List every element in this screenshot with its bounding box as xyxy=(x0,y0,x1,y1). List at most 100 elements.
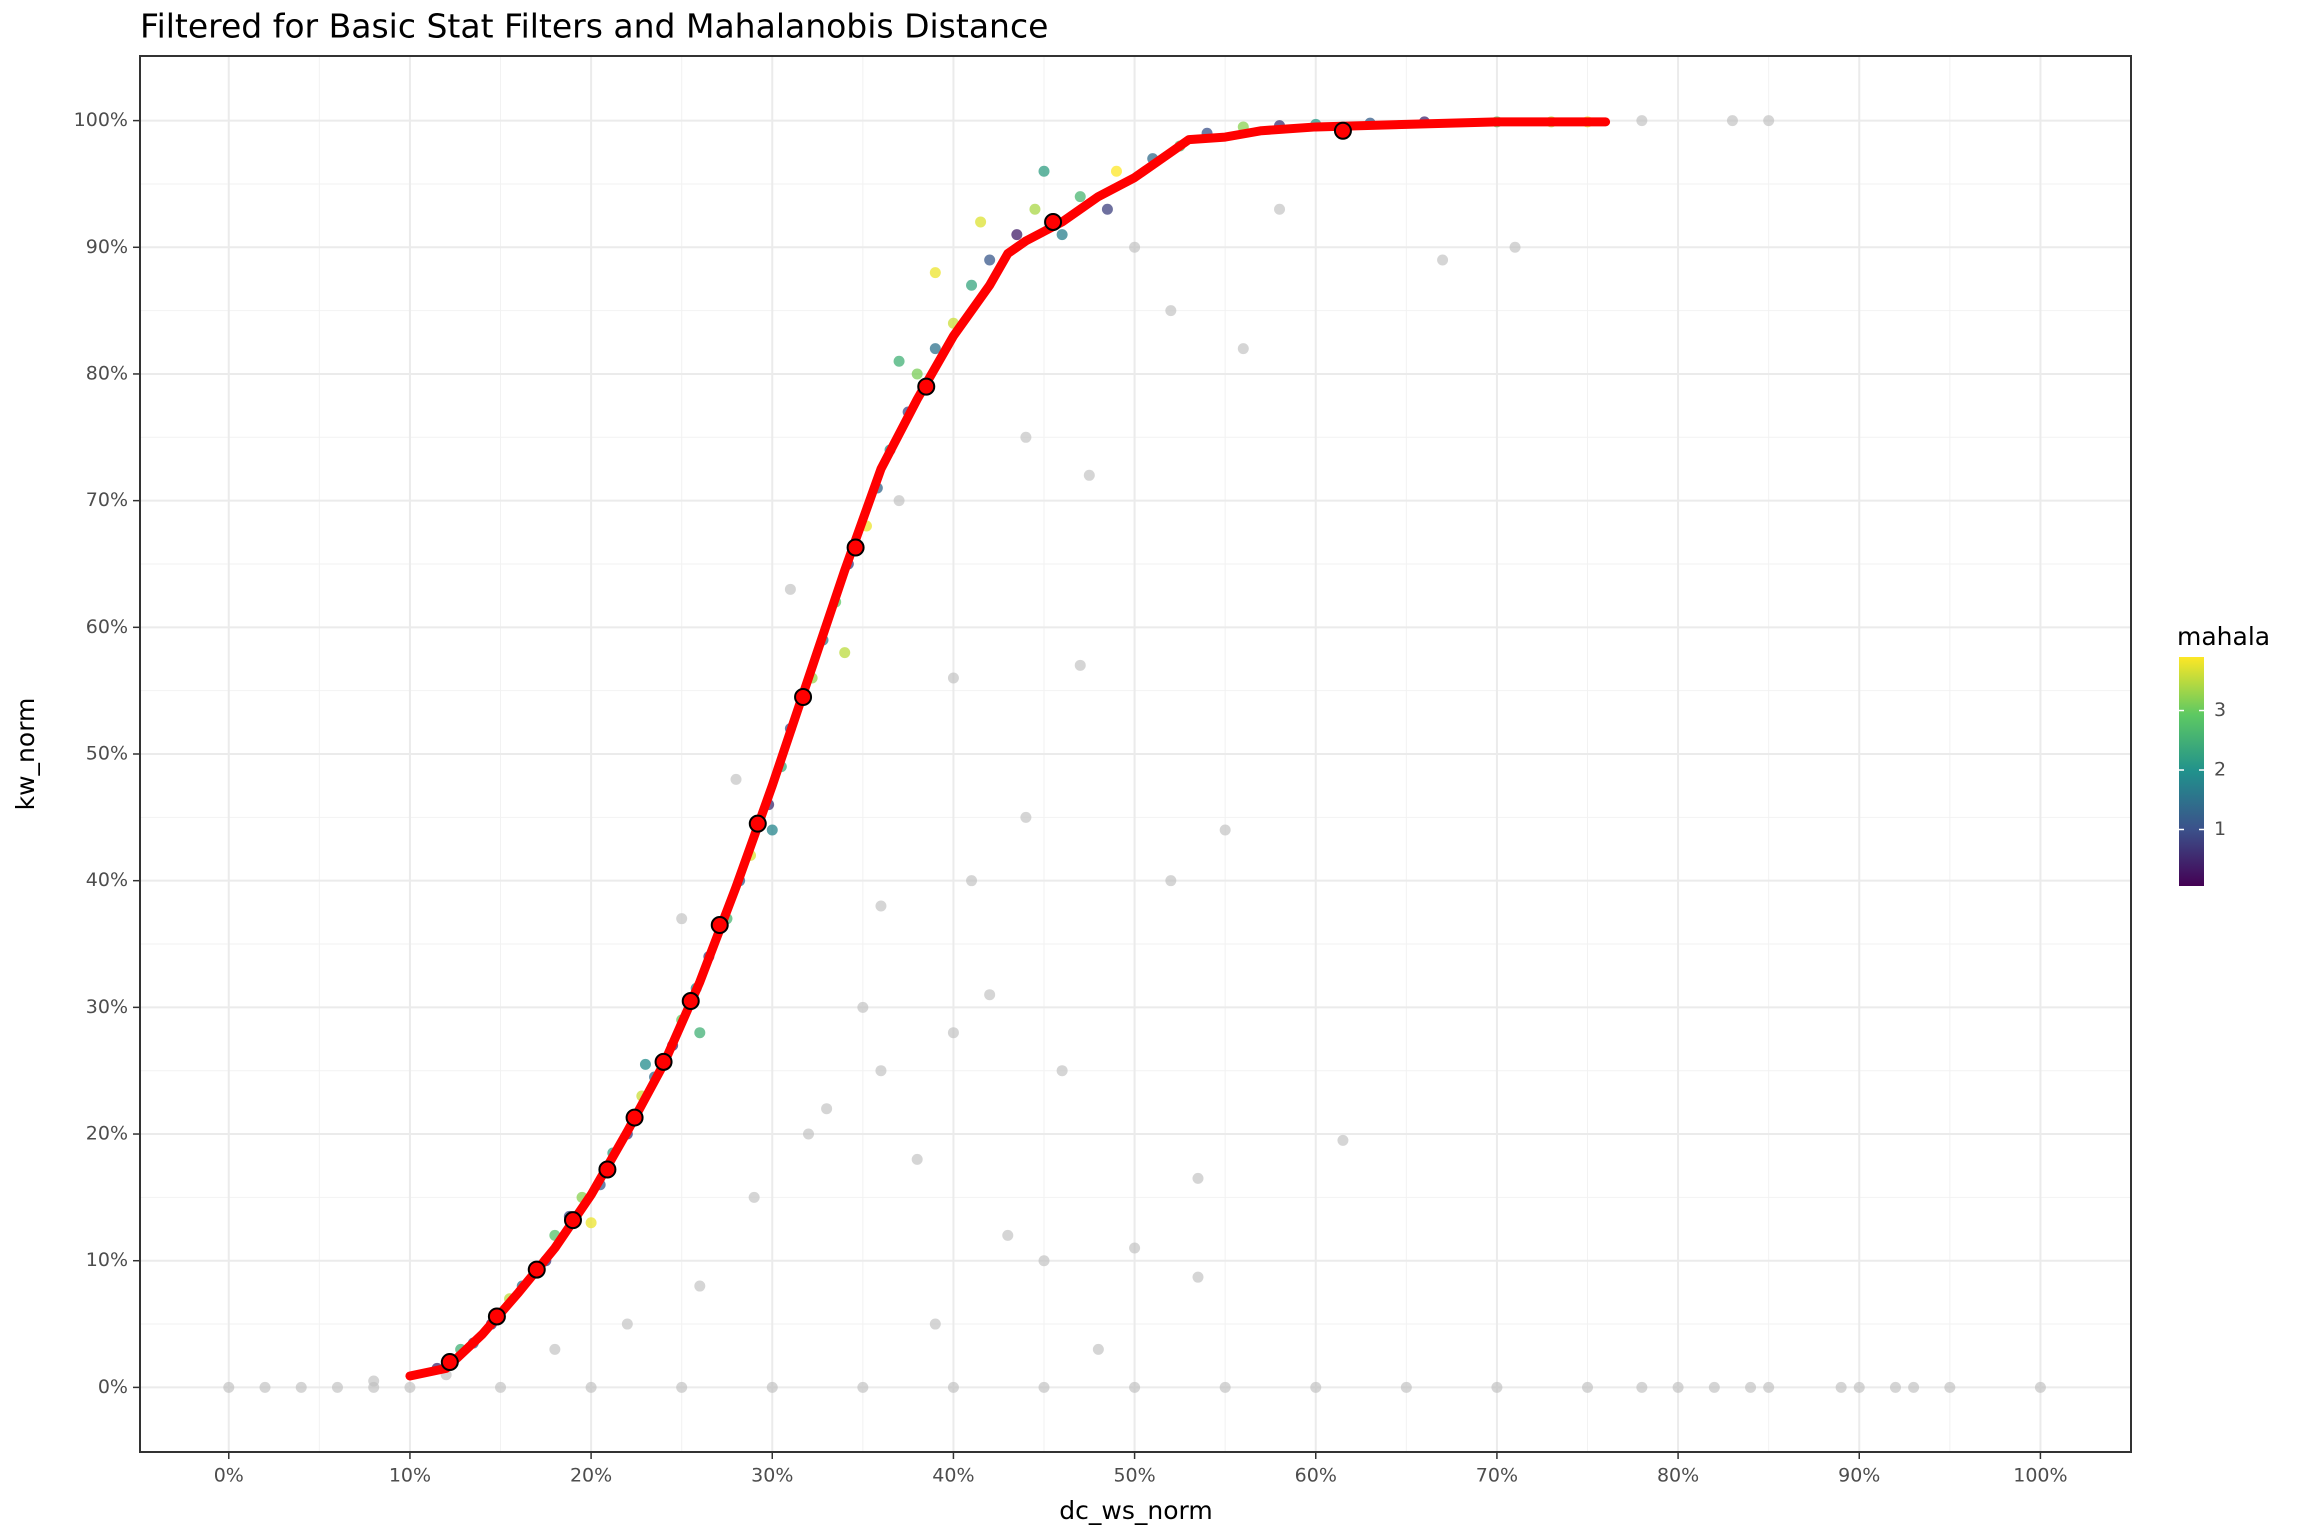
filtered-point xyxy=(368,1375,380,1387)
filtered-point xyxy=(1038,1381,1050,1393)
point xyxy=(1056,229,1068,241)
filtered-point xyxy=(1192,1172,1204,1184)
filtered-point xyxy=(857,1001,869,1013)
filtered-point xyxy=(1582,1381,1594,1393)
filtered-point xyxy=(1745,1381,1757,1393)
filtered-point xyxy=(947,1381,959,1393)
filtered-point xyxy=(1491,1381,1503,1393)
filtered-point xyxy=(802,1128,814,1140)
y-tick-label: 10% xyxy=(86,1249,128,1271)
filtered-point xyxy=(295,1381,307,1393)
y-axis-title: kw_norm xyxy=(11,698,40,811)
filtered-point xyxy=(875,1065,887,1077)
point xyxy=(911,368,923,380)
point xyxy=(694,1027,706,1039)
filtered-point xyxy=(857,1381,869,1393)
binned-point xyxy=(794,687,813,706)
filtered-point xyxy=(1944,1381,1956,1393)
panel-border xyxy=(139,55,2132,1453)
point xyxy=(1038,165,1050,177)
filtered-point xyxy=(821,1103,833,1115)
filtered-point xyxy=(1310,1381,1322,1393)
filtered-point xyxy=(748,1191,760,1203)
y-tick-label: 20% xyxy=(86,1123,128,1145)
x-tick-label: 10% xyxy=(389,1465,431,1487)
filtered-point xyxy=(730,773,742,785)
point xyxy=(984,254,996,266)
filtered-point xyxy=(1165,305,1177,317)
filtered-point xyxy=(1853,1381,1865,1393)
binned-point xyxy=(563,1211,582,1230)
point xyxy=(766,824,778,836)
filtered-point xyxy=(1437,254,1449,266)
point xyxy=(929,267,941,279)
binned-point xyxy=(1333,121,1352,140)
filtered-point xyxy=(1337,1134,1349,1146)
filtered-point xyxy=(1165,875,1177,887)
y-tick-label: 100% xyxy=(74,109,128,131)
filtered-point xyxy=(1636,1381,1648,1393)
filtered-point xyxy=(585,1381,597,1393)
filtered-point xyxy=(2034,1381,2046,1393)
filtered-point xyxy=(1074,659,1086,671)
point xyxy=(929,343,941,355)
y-tick-label: 70% xyxy=(86,489,128,511)
filtered-point xyxy=(784,583,796,595)
filtered-point xyxy=(404,1381,416,1393)
binned-point xyxy=(527,1260,546,1279)
filtered-point xyxy=(1219,1381,1231,1393)
point xyxy=(839,647,851,659)
filtered-point xyxy=(495,1381,507,1393)
x-tick-label: 50% xyxy=(1113,1465,1155,1487)
point xyxy=(966,279,978,291)
filtered-point xyxy=(1083,469,1095,481)
y-tick-label: 40% xyxy=(86,869,128,891)
filtered-point xyxy=(331,1381,343,1393)
filtered-point xyxy=(549,1343,561,1355)
filtered-point xyxy=(1192,1271,1204,1283)
point xyxy=(639,1058,651,1070)
chart-title: Filtered for Basic Stat Filters and Maha… xyxy=(140,7,1048,46)
filtered-point xyxy=(621,1318,633,1330)
colorbar-title: mahala xyxy=(2177,622,2270,651)
filtered-point xyxy=(1400,1381,1412,1393)
filtered-point xyxy=(1020,431,1032,443)
filtered-point xyxy=(1129,241,1141,253)
filtered-point xyxy=(1038,1255,1050,1267)
filtered-point xyxy=(929,1318,941,1330)
colorbar xyxy=(2179,657,2204,886)
filtered-point xyxy=(1509,241,1521,253)
colorbar-tick-label: 1 xyxy=(2214,818,2226,840)
filtered-point xyxy=(911,1153,923,1165)
point xyxy=(1011,229,1023,241)
filtered-point xyxy=(1002,1229,1014,1241)
point xyxy=(1101,203,1113,215)
x-tick-label: 80% xyxy=(1657,1465,1699,1487)
y-tick-label: 90% xyxy=(86,236,128,258)
filtered-point xyxy=(1726,115,1738,127)
filtered-point xyxy=(1219,824,1231,836)
colorbar-tick-label: 3 xyxy=(2214,699,2226,721)
filtered-point xyxy=(1129,1242,1141,1254)
point xyxy=(893,355,905,367)
filtered-point xyxy=(893,495,905,507)
binned-point xyxy=(710,916,729,935)
filtered-point xyxy=(947,672,959,684)
filtered-point xyxy=(694,1280,706,1292)
filtered-point xyxy=(984,989,996,1001)
filtered-point xyxy=(966,875,978,887)
point xyxy=(1074,191,1086,203)
filtered-point xyxy=(875,900,887,912)
x-tick-label: 30% xyxy=(751,1465,793,1487)
filtered-point xyxy=(1056,1065,1068,1077)
x-axis-title: dc_ws_norm xyxy=(1059,1496,1212,1525)
y-tick-label: 0% xyxy=(98,1376,128,1398)
point xyxy=(1029,203,1041,215)
filtered-point xyxy=(766,1381,778,1393)
filtered-point xyxy=(1092,1343,1104,1355)
binned-point xyxy=(625,1108,644,1127)
x-tick-label: 20% xyxy=(570,1465,612,1487)
filtered-point xyxy=(1763,115,1775,127)
filtered-point xyxy=(1274,203,1286,215)
